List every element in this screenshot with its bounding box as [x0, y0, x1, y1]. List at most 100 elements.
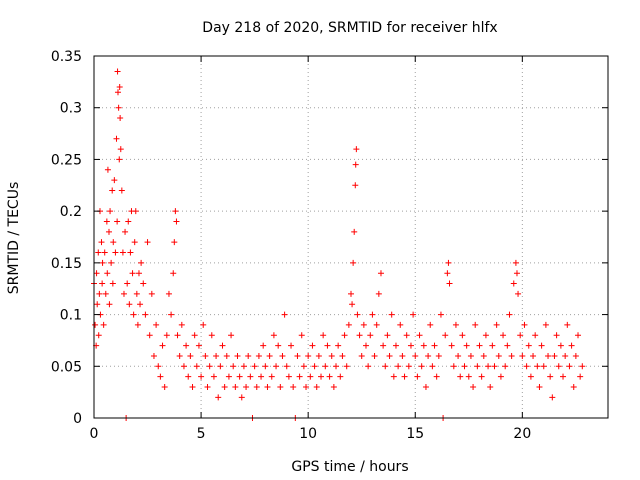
data-point [553, 332, 560, 339]
y-tick-label: 0.25 [51, 152, 82, 168]
data-point [138, 259, 145, 266]
data-point [105, 228, 112, 235]
data-point [463, 342, 470, 349]
x-tick-label: 20 [513, 426, 531, 442]
data-point [465, 373, 472, 380]
data-point [504, 342, 511, 349]
data-point [223, 352, 230, 359]
data-point [568, 342, 575, 349]
data-point [519, 352, 526, 359]
data-point [98, 239, 105, 246]
data-point [110, 239, 117, 246]
data-point [279, 352, 286, 359]
data-point [101, 249, 108, 256]
data-point [457, 373, 464, 380]
y-tick-label: 0.15 [51, 256, 82, 272]
data-point [119, 249, 126, 256]
data-point [142, 311, 149, 318]
data-point [300, 363, 307, 370]
data-point [170, 270, 177, 277]
data-point [489, 342, 496, 349]
y-tick-label: 0.05 [51, 359, 82, 375]
data-point [371, 352, 378, 359]
data-point [380, 342, 387, 349]
x-tick-label: 0 [90, 426, 99, 442]
data-point [562, 352, 569, 359]
data-point [107, 208, 114, 215]
data-point [191, 332, 198, 339]
data-point [534, 363, 541, 370]
data-point [386, 352, 393, 359]
data-point [146, 332, 153, 339]
data-point [92, 321, 99, 328]
data-point [183, 342, 190, 349]
data-point [353, 146, 360, 153]
data-point [459, 332, 466, 339]
data-point [150, 352, 157, 359]
data-point [99, 259, 106, 266]
data-point [208, 332, 215, 339]
data-point [350, 259, 357, 266]
data-point [384, 332, 391, 339]
data-point [433, 373, 440, 380]
data-point [448, 342, 455, 349]
data-point [416, 332, 423, 339]
data-point [437, 311, 444, 318]
data-point [500, 332, 507, 339]
data-point [345, 321, 352, 328]
data-point [290, 383, 297, 390]
data-point [112, 249, 119, 256]
data-point [311, 363, 318, 370]
data-point [399, 352, 406, 359]
x-axis-label: GPS time / hours [291, 459, 408, 475]
data-point [474, 363, 481, 370]
data-point [114, 218, 121, 225]
data-point [96, 290, 103, 297]
x-tick-label: 5 [197, 426, 206, 442]
data-point [472, 321, 479, 328]
data-point [375, 290, 382, 297]
data-point [258, 373, 265, 380]
data-point [476, 342, 483, 349]
data-point [228, 332, 235, 339]
data-point [131, 239, 138, 246]
data-point [159, 342, 166, 349]
data-point [230, 363, 237, 370]
y-axis-label: SRMTID / TECUs [6, 182, 22, 295]
data-point [178, 321, 185, 328]
data-point [495, 352, 502, 359]
data-point [362, 342, 369, 349]
data-point [193, 363, 200, 370]
data-point [100, 321, 107, 328]
data-point [102, 290, 109, 297]
y-tick-label: 0 [73, 411, 82, 427]
data-point [137, 301, 144, 308]
data-point [307, 373, 314, 380]
data-point [270, 332, 277, 339]
data-point [572, 352, 579, 359]
data-point [95, 332, 102, 339]
data-point [113, 135, 120, 142]
data-point [429, 363, 436, 370]
data-point [570, 383, 577, 390]
data-point [442, 332, 449, 339]
data-point [187, 352, 194, 359]
data-point [103, 218, 110, 225]
data-point [132, 208, 139, 215]
data-point [168, 311, 175, 318]
data-point [115, 104, 122, 111]
data-point [324, 342, 331, 349]
data-point [144, 239, 151, 246]
data-point [195, 342, 202, 349]
data-point [126, 301, 133, 308]
data-point [536, 383, 543, 390]
data-point [225, 373, 232, 380]
data-point [161, 383, 168, 390]
data-point [217, 363, 224, 370]
data-point [140, 280, 147, 287]
data-point [422, 383, 429, 390]
data-point [532, 332, 539, 339]
data-point [478, 373, 485, 380]
data-point [410, 311, 417, 318]
data-point [118, 187, 125, 194]
